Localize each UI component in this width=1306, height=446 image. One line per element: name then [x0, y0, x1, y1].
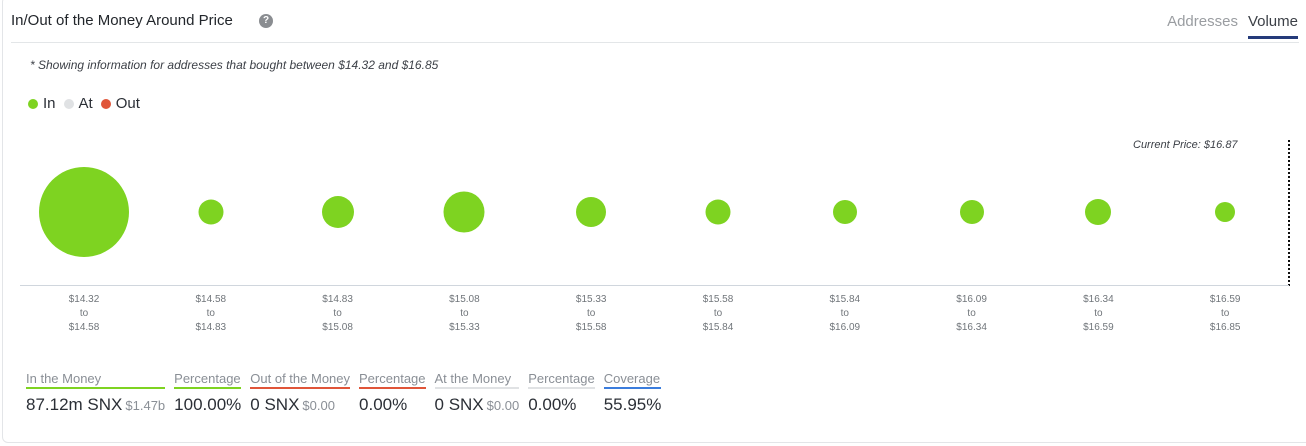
legend-label-at: At [78, 95, 93, 112]
bubble-in[interactable] [832, 200, 857, 224]
bubble-in[interactable] [39, 167, 129, 257]
bubble-in[interactable] [1085, 199, 1112, 225]
tab-addresses[interactable]: Addresses [1167, 13, 1238, 30]
legend-item-in[interactable]: In [28, 95, 56, 112]
stat-at-percentage: Percentage 0.00% [528, 371, 595, 415]
legend-item-at[interactable]: At [63, 95, 93, 112]
bubble-in[interactable] [321, 196, 354, 228]
current-price-line [1288, 140, 1290, 286]
stat-value: 87.12m SNX [26, 395, 123, 414]
x-axis-label: $14.58 to $14.83 [195, 294, 227, 333]
bubble-in[interactable] [576, 197, 607, 227]
card-title: In/Out of the Money Around Price [11, 12, 233, 29]
stat-value: 55.95% [603, 395, 662, 414]
bubble-in[interactable] [959, 200, 984, 224]
legend-item-out[interactable]: Out [100, 95, 140, 112]
stat-label: Percentage [359, 371, 426, 389]
x-axis-label: $15.58 to $15.84 [702, 294, 734, 333]
bubble-in[interactable] [443, 191, 485, 233]
legend-label-out: Out [115, 95, 140, 112]
current-price-label: Current Price: $16.87 [1133, 139, 1238, 151]
range-note: * Showing information for addresses that… [30, 58, 439, 72]
x-axis-label: $16.59 to $16.85 [1209, 294, 1241, 333]
stat-value: 100.00% [174, 395, 242, 414]
stat-label: Percentage [528, 371, 595, 389]
x-axis-label: $16.09 to $16.34 [956, 294, 987, 333]
bubble-in[interactable] [1215, 202, 1236, 222]
stat-label: In the Money [26, 371, 166, 389]
stat-label: Coverage [603, 371, 662, 389]
x-axis-label: $15.84 to $16.09 [829, 294, 861, 333]
x-axis-label: $16.34 to $16.59 [1083, 294, 1114, 333]
stat-label: Percentage [174, 371, 242, 389]
stat-out-of-the-money: Out of the Money 0 SNX $0.00 [250, 371, 351, 415]
legend-dot-in-icon [28, 98, 38, 109]
stat-label: Out of the Money [250, 371, 351, 389]
stat-out-percentage: Percentage 0.00% [359, 371, 426, 415]
stat-in-the-money: In the Money 87.12m SNX $1.47b [26, 371, 166, 415]
stat-value: 0.00% [359, 395, 408, 414]
x-axis-label: $14.32 to $14.58 [68, 294, 100, 333]
view-tabs: Addresses Volume [1167, 13, 1299, 39]
stat-value: 0.00% [528, 395, 577, 414]
tab-volume[interactable]: Volume [1247, 13, 1299, 39]
stat-sub-value: $0.00 [302, 398, 335, 413]
legend-label-in: In [43, 95, 56, 112]
stat-value: 0 SNX [434, 395, 484, 414]
stat-value: 0 SNX [250, 395, 300, 414]
stat-at-the-money: At the Money 0 SNX $0.00 [434, 371, 520, 415]
summary-stats: In the Money 87.12m SNX $1.47b Percentage… [26, 371, 670, 415]
x-axis-label: $15.33 to $15.58 [575, 294, 607, 333]
stat-sub-value: $0.00 [486, 398, 520, 413]
legend-dot-at-icon [63, 98, 74, 109]
header-divider [11, 42, 1299, 43]
legend-dot-out-icon [100, 98, 111, 109]
chart-legend: In At Out [28, 95, 148, 112]
x-axis-label: $15.08 to $15.33 [449, 294, 480, 333]
question-circle-icon[interactable]: ? [259, 14, 273, 28]
bubble-in[interactable] [198, 199, 224, 225]
stat-sub-value: $1.47b [125, 398, 166, 413]
chart-baseline [20, 285, 1289, 286]
bubble-in[interactable] [705, 199, 731, 225]
stat-label: At the Money [434, 371, 520, 389]
stat-in-percentage: Percentage 100.00% [174, 371, 242, 415]
x-axis-label: $14.83 to $15.08 [322, 294, 353, 333]
stat-coverage: Coverage 55.95% [603, 371, 662, 415]
